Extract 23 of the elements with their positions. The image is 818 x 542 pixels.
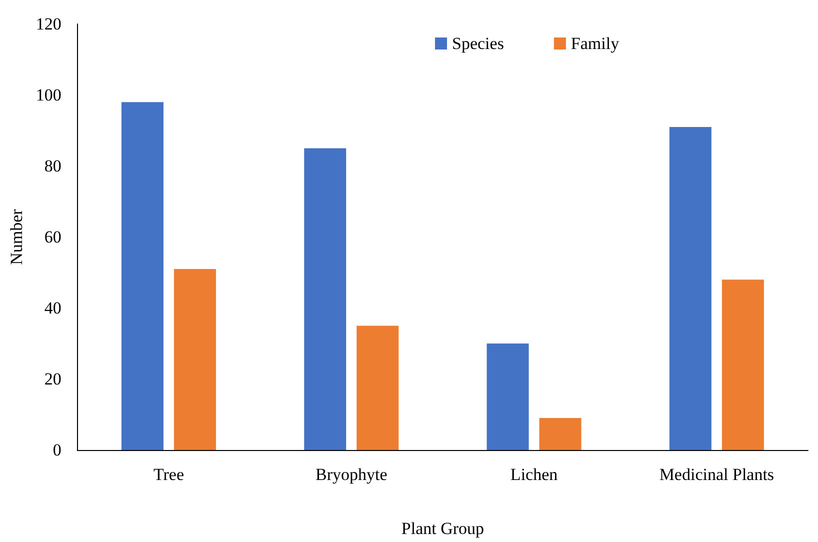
x-tick-label: Tree bbox=[153, 465, 184, 484]
y-tick-label: 80 bbox=[44, 156, 62, 176]
x-tick-label: Lichen bbox=[510, 465, 558, 484]
y-tick-label: 0 bbox=[52, 440, 62, 460]
y-tick-label: 60 bbox=[44, 228, 62, 246]
bar bbox=[304, 148, 346, 450]
y-tick-label: 100 bbox=[36, 86, 62, 104]
bar bbox=[121, 102, 164, 450]
bar bbox=[174, 268, 216, 450]
bar bbox=[356, 326, 399, 450]
bar bbox=[486, 344, 529, 450]
bar bbox=[669, 126, 712, 450]
bar bbox=[539, 418, 582, 450]
y-tick-label: 40 bbox=[44, 298, 62, 318]
x-tick-label: Bryophyte bbox=[315, 465, 388, 484]
y-tick-label: 20 bbox=[44, 370, 62, 388]
legend-label: Family bbox=[570, 34, 620, 53]
x-tick-label: Medicinal Plants bbox=[659, 465, 774, 484]
bar bbox=[722, 280, 764, 450]
y-tick-label: 120 bbox=[36, 14, 62, 34]
y-axis-title: Number bbox=[7, 208, 26, 265]
legend-label: Species bbox=[452, 34, 504, 53]
x-axis-title: Plant Group bbox=[401, 519, 484, 538]
